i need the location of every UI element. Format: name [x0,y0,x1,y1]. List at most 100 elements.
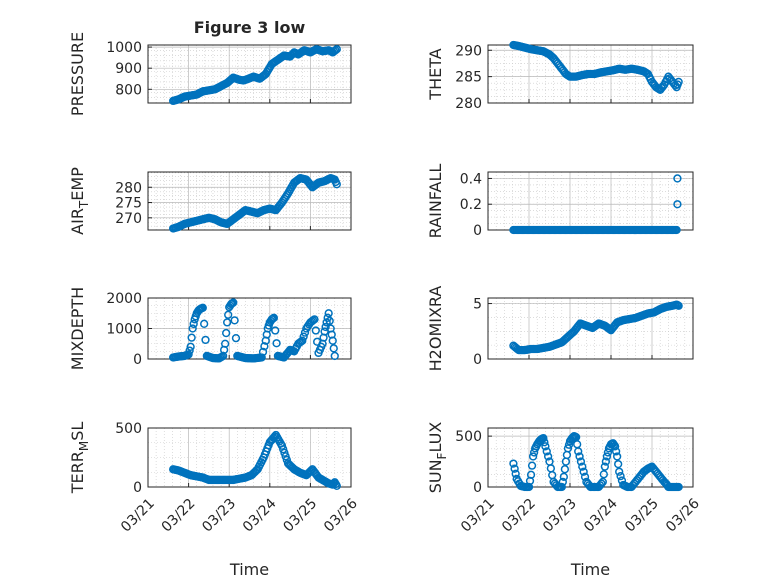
y-tick-label: 280 [455,96,482,112]
series-h2omixra [509,300,683,355]
y-axis-label-tail: SL [68,422,87,441]
y-tick-label: 275 [115,196,142,212]
data-point [509,459,518,468]
data-point [185,346,194,355]
data-point [279,445,288,454]
data-point [560,465,570,474]
data-point [308,316,318,325]
axis-box [147,44,352,104]
data-point [672,225,681,235]
y-tick-label: 290 [455,43,482,59]
y-tick-label: 0 [473,352,482,368]
series-rainfall [509,174,682,235]
plot-area [487,171,694,231]
x-tick-label: 03/24 [240,496,280,536]
data-point [298,336,307,345]
data-point [541,442,550,451]
data-point [188,324,197,333]
y-axis-label-subscript: F [435,452,449,459]
data-point [580,472,590,481]
y-tick-label: 1000 [106,322,142,338]
chart-mixdepth: 0 1000 2000 MIXDEPTH [68,287,352,370]
data-point [574,447,583,456]
data-point [616,471,625,481]
data-point [673,174,682,183]
x-tick-label: 03/22 [499,496,539,536]
data-point [528,452,538,461]
y-tick-label: 5 [473,297,482,313]
x-axis-label: Time [570,560,610,579]
x-tick-label: 03/21 [458,496,498,536]
y-tick-label: 270 [115,211,142,227]
y-tick-label: 1000 [106,40,142,56]
chart-rainfall: 0 0.2 0.4 RAINFALL [426,164,694,239]
series-sun_flux [509,431,683,492]
y-axis-label: RAINFALL [426,164,445,239]
series-mixdepth [169,298,339,363]
data-point [224,310,233,319]
data-point [223,318,232,327]
data-point [673,200,682,209]
data-point [332,45,341,54]
data-point [611,447,621,456]
data-point [220,339,230,348]
y-axis-label: H2OMIXRA [426,286,445,372]
data-point [332,180,341,189]
y-axis-label: SUNFLUX [426,422,449,494]
data-point [540,438,549,447]
data-point [299,332,308,341]
y-axis-label-subscript: M [77,441,91,451]
y-axis-label: TERRMSL [68,422,91,495]
chart-terr_msl: 0 500 03/21 03/22 03/23 03/24 03/25 03/26 Time TE… [68,421,361,579]
data-point [543,452,553,461]
data-point [280,448,289,457]
data-point [311,326,320,335]
y-tick-label: 900 [115,61,142,77]
y-tick-label: 0 [473,480,482,496]
y-axis-label-main: RAINFALL [426,164,445,239]
x-tick-label: 03/26 [321,496,361,536]
data-point [332,481,341,490]
x-tick-label: 03/25 [622,496,662,536]
y-axis-label-main: H2OMIXRA [426,286,445,372]
data-point [260,342,269,351]
axis-box [147,427,352,488]
data-point [328,336,337,345]
x-tick-label: 03/25 [280,496,320,536]
y-axis-label-tail: EMP [68,167,87,201]
axis-box [147,171,352,231]
data-point [189,319,198,329]
data-point [222,328,231,338]
chart-pressure: 800 900 1000 PRESSURE Figure 3 low [68,18,352,116]
data-point [330,351,339,361]
data-point [600,462,609,471]
x-tick-label: 03/23 [540,496,580,536]
data-point [329,344,338,353]
chart-title: Figure 3 low [194,18,306,37]
data-point [324,309,333,318]
data-point [563,444,573,453]
x-tick-label: 03/23 [199,496,239,536]
series-pressure [169,45,341,106]
data-point [200,319,209,328]
data-point [187,333,196,342]
data-point [281,452,290,461]
series-air_temp [169,173,341,233]
x-tick-label: 03/21 [118,496,158,536]
data-point [198,303,207,312]
data-point [272,339,281,348]
data-point [614,459,623,469]
data-point [613,452,622,461]
y-tick-label: 0 [473,223,482,239]
y-axis-label: AIRTEMP [68,167,91,235]
y-axis-label: PRESSURE [68,32,87,116]
y-axis-label-main: AIR [68,208,87,235]
data-point [542,447,551,456]
data-point [310,315,319,324]
data-point [257,353,266,362]
data-point [674,77,683,87]
y-tick-label: 0.4 [460,171,482,187]
data-point [186,342,195,351]
